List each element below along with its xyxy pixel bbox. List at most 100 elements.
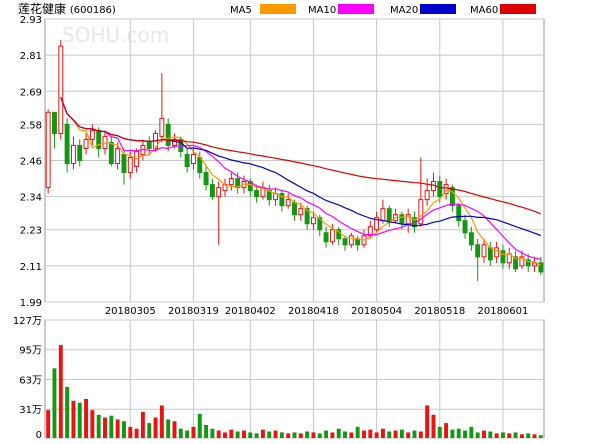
price-tick-label: 2.11 — [20, 262, 42, 273]
volume-bar — [223, 432, 227, 438]
candle-body — [519, 256, 525, 267]
candle-body — [494, 247, 500, 258]
candle-body — [285, 199, 291, 207]
volume-bar — [475, 432, 480, 438]
volume-tick-label: 31万 — [19, 405, 42, 416]
volume-bar — [482, 430, 486, 438]
volume-tick-label: 63万 — [19, 375, 42, 386]
volume-bar — [115, 419, 120, 438]
candle-body — [108, 141, 114, 165]
ma-line — [60, 97, 541, 261]
volume-bar — [336, 428, 341, 438]
stock-name: 莲花健康 — [18, 1, 66, 16]
legend-swatch — [500, 4, 536, 14]
candle-body — [424, 190, 430, 201]
volume-bar — [210, 428, 215, 438]
volume-tick-label: 0 — [36, 430, 42, 440]
candle-body — [348, 235, 354, 246]
volume-bar — [362, 430, 366, 438]
price-tick-label: 2.58 — [20, 120, 42, 131]
candle-body — [538, 262, 544, 273]
volume-bar — [437, 426, 442, 438]
candle-body — [83, 138, 89, 149]
volume-axis: 127万 95万 63万 31万 0 — [13, 316, 42, 441]
candle-body — [165, 123, 171, 146]
volume-bar — [185, 430, 190, 438]
volume-bar — [500, 432, 505, 438]
ma-line — [60, 97, 542, 215]
candle-body — [292, 202, 297, 216]
volume-tick-label: 95万 — [19, 346, 42, 357]
volume-bar — [65, 386, 70, 438]
price-tick-label: 2.46 — [20, 157, 42, 168]
volume-tick-label: 127万 — [13, 316, 42, 327]
volume-bar — [235, 431, 240, 438]
volume-bar — [507, 433, 512, 438]
volume-bar — [242, 430, 246, 438]
price-axis: 2.93 2.81 2.69 2.58 2.46 2.34 2.23 2.11 1.99 — [20, 15, 42, 309]
candle-body — [77, 144, 83, 161]
volume-bar — [77, 402, 82, 438]
volume-bar — [317, 433, 322, 438]
candle-body — [525, 259, 531, 267]
candle-body — [298, 208, 304, 216]
candle-body — [115, 147, 121, 165]
candle-body — [475, 244, 481, 258]
candle-body — [279, 193, 285, 207]
volume-bar — [513, 432, 518, 438]
volume-bar — [355, 426, 360, 438]
candle-body — [127, 156, 133, 174]
candle-body — [146, 141, 152, 149]
candle-body — [500, 250, 506, 264]
volume-bar — [109, 415, 114, 438]
candles — [45, 40, 544, 281]
volume-bar — [368, 429, 373, 438]
volume-bar — [204, 424, 209, 438]
candle-body — [89, 129, 95, 140]
volume-bar — [526, 433, 531, 438]
volume-bar — [399, 429, 404, 438]
candle-body — [254, 190, 260, 198]
volume-bar — [90, 410, 95, 438]
candle-body — [184, 153, 190, 168]
legend: MA5 MA10 MA20 MA60 — [230, 4, 536, 16]
volume-bar — [254, 433, 259, 438]
candle-body — [380, 208, 386, 222]
volume-bar — [488, 431, 493, 438]
volume-bar — [96, 414, 101, 438]
candle-body — [317, 217, 323, 231]
chart-title: 莲花健康 (600186) — [18, 1, 116, 16]
legend-swatch — [338, 4, 374, 14]
date-tick-label: 20180518 — [414, 306, 465, 317]
candle-body — [449, 187, 455, 207]
price-tick-label: 2.34 — [20, 193, 42, 204]
candle-body — [456, 205, 462, 222]
volume-bar — [380, 428, 385, 438]
candle-body — [481, 244, 487, 258]
candle-body — [228, 178, 234, 186]
candle-body — [513, 256, 519, 270]
date-tick-label: 20180418 — [288, 306, 339, 317]
candle-body — [336, 229, 342, 240]
legend-swatch — [420, 4, 456, 14]
candle-body — [190, 153, 196, 165]
candle-body — [304, 208, 310, 225]
candle-body — [532, 262, 537, 267]
volume-bar — [456, 428, 461, 438]
moving-average-lines — [60, 97, 542, 266]
candle-body — [323, 232, 329, 243]
ma-line — [60, 97, 542, 266]
date-tick-label: 20180319 — [168, 306, 219, 317]
volume-bar — [147, 423, 152, 438]
volume-bar — [279, 432, 284, 438]
volume-bar — [103, 417, 107, 438]
volume-bar — [71, 400, 76, 438]
volume-bar — [431, 414, 436, 438]
volume-bar — [128, 426, 133, 438]
candle-body — [355, 238, 361, 246]
candle-body — [437, 181, 443, 198]
candle-body — [52, 111, 57, 134]
candle-body — [178, 138, 184, 152]
